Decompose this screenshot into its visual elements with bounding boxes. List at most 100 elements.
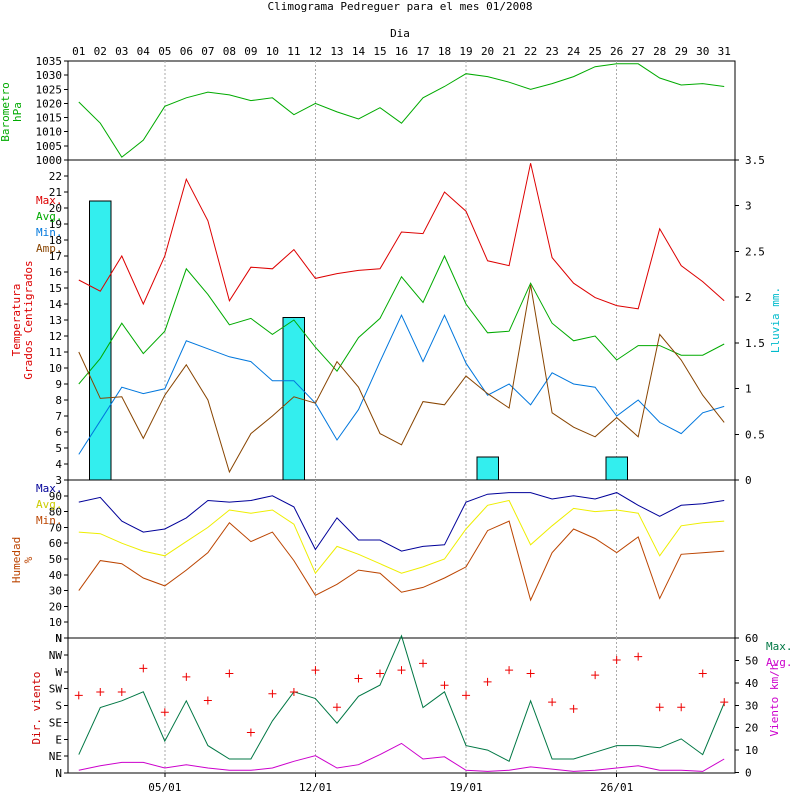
wind-dir-marker xyxy=(225,669,234,678)
wind-dir-marker xyxy=(612,655,621,664)
wind-dir-marker xyxy=(440,681,449,690)
rain-axis-label: Lluvia mm. xyxy=(769,287,782,353)
day-tick-label: 16 xyxy=(395,45,408,58)
wind-ytick-label: 40 xyxy=(745,677,758,690)
wind-dir-marker xyxy=(311,666,320,675)
temp-min-line xyxy=(78,313,725,455)
day-tick-label: 24 xyxy=(567,45,581,58)
dir-ytick-label: SW xyxy=(49,683,63,696)
temp-avg-line xyxy=(78,254,725,385)
panel-frame xyxy=(67,60,736,161)
wind-dir-marker xyxy=(354,674,363,683)
wind-axis-label: Viento km/h xyxy=(768,664,781,737)
wind-ytick-label: 0 xyxy=(745,767,752,780)
day-tick-label: 10 xyxy=(266,45,279,58)
wind-dir-marker xyxy=(698,669,707,678)
temp-ytick-label: 18 xyxy=(49,234,62,247)
date-tick-label: 19/01 xyxy=(449,781,482,794)
day-tick-label: 28 xyxy=(653,45,666,58)
wind-dir-marker xyxy=(483,677,492,686)
temp-ytick-label: 12 xyxy=(49,330,62,343)
baro-axis-label: Barometro xyxy=(0,82,12,142)
wind-dir-marker xyxy=(569,704,578,713)
day-tick-label: 06 xyxy=(180,45,193,58)
day-tick-label: 23 xyxy=(545,45,558,58)
baro-ytick-label: 1010 xyxy=(36,126,63,139)
wind-dir-marker xyxy=(462,691,471,700)
chart-layer: 01 02 03 04 05 06 07 08 09 10 11 12 13 14 15 16 17 18 19 20… xyxy=(0,45,793,794)
temp-ytick-label: 21 xyxy=(49,186,62,199)
hum-ytick-label: 50 xyxy=(49,553,62,566)
wind-ytick-label: 50 xyxy=(745,654,758,667)
wind-dir-marker xyxy=(96,688,105,696)
rain-ytick-label: 3.5 xyxy=(745,154,765,167)
hum-ytick-label: 90 xyxy=(49,490,62,503)
wind-dir-marker xyxy=(182,672,191,681)
rain-ytick-label: 1.5 xyxy=(745,337,765,350)
dir-ytick-label: W xyxy=(55,666,62,679)
temp-ytick-label: 8 xyxy=(55,394,62,407)
temp-axis-label: Temperatura xyxy=(10,284,23,357)
temp-ytick-label: 11 xyxy=(49,346,62,359)
wind-ytick-label: 60 xyxy=(745,632,758,645)
rain-ytick-label: 3 xyxy=(745,200,752,213)
wind-dir-marker xyxy=(720,698,729,707)
temp-ytick-label: 20 xyxy=(49,202,62,215)
day-tick-label: 04 xyxy=(137,45,151,58)
rain-bar xyxy=(89,200,112,481)
hum-ytick-label: 80 xyxy=(49,506,62,519)
hum-ytick-label: 20 xyxy=(49,600,62,613)
day-tick-label: 08 xyxy=(223,45,236,58)
wind-dir-marker xyxy=(526,669,535,678)
wind-dir-marker xyxy=(655,703,664,712)
hum-avg-line xyxy=(78,499,725,575)
baro-ytick-label: 1005 xyxy=(36,140,63,153)
rain-ytick-label: 1 xyxy=(745,383,752,396)
hum-ytick-label: 30 xyxy=(49,585,62,598)
day-axis-label: Dia xyxy=(390,27,410,40)
wind-dir-marker xyxy=(246,728,255,737)
hum-axis-label: Humedad xyxy=(10,537,23,583)
rain-ytick-label: 2.5 xyxy=(745,245,765,258)
wind-dir-marker xyxy=(397,666,406,675)
day-tick-label: 03 xyxy=(115,45,128,58)
day-tick-label: 22 xyxy=(524,45,537,58)
temp-ytick-label: 7 xyxy=(55,410,62,423)
temp-ytick-label: 15 xyxy=(49,282,62,295)
temp-amp-line xyxy=(78,284,725,474)
wind-dir-marker xyxy=(160,708,169,717)
dir-ytick-label: SE xyxy=(49,716,62,729)
day-tick-label: 20 xyxy=(481,45,494,58)
temp-ytick-label: 3 xyxy=(55,474,62,487)
dir-ytick-label: N xyxy=(55,632,62,645)
temp-ytick-label: 13 xyxy=(49,314,62,327)
dir-ytick-label: NE xyxy=(49,750,62,763)
hum-max-line xyxy=(78,492,725,552)
day-tick-label: 21 xyxy=(502,45,515,58)
hum-legend-item: Min. xyxy=(36,514,63,527)
temp-ytick-label: 4 xyxy=(55,458,62,471)
day-tick-label: 15 xyxy=(373,45,386,58)
temp-legend-item: Max. xyxy=(36,194,63,207)
dir-ytick-label: N xyxy=(55,767,62,780)
day-tick-label: 19 xyxy=(459,45,472,58)
hum-ytick-label: N xyxy=(55,632,62,645)
temp-ytick-label: 17 xyxy=(49,250,62,263)
day-tick-label: 25 xyxy=(589,45,602,58)
temp-ytick-label: 22 xyxy=(49,170,62,183)
temp-ytick-label: 16 xyxy=(49,266,62,279)
day-tick-label: 02 xyxy=(94,45,107,58)
baro-ytick-label: 1020 xyxy=(36,97,63,110)
baro-ytick-label: 1025 xyxy=(36,83,63,96)
dir-ytick-label: S xyxy=(55,700,62,713)
day-tick-label: 27 xyxy=(632,45,645,58)
rain-ytick-label: 2 xyxy=(745,291,752,304)
date-tick-label: 05/01 xyxy=(148,781,181,794)
chart-title: Climograma Pedreguer para el mes 01/2008 xyxy=(268,0,533,13)
hum-legend-item: Max. xyxy=(36,482,63,495)
rain-ytick-label: 0.5 xyxy=(745,428,765,441)
dir-ytick-label: E xyxy=(55,733,62,746)
wind-dir-marker xyxy=(203,696,212,705)
baro-axis-unit: hPa xyxy=(11,102,24,122)
wind-ytick-label: 20 xyxy=(745,722,758,735)
